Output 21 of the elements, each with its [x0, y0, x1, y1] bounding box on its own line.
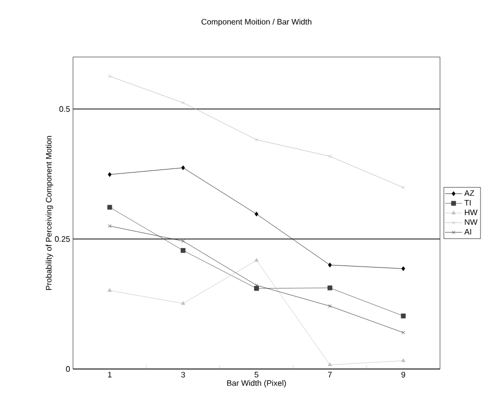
point [108, 172, 112, 177]
point [181, 239, 185, 243]
point [108, 288, 112, 292]
point [401, 266, 406, 272]
point [180, 248, 186, 253]
point [401, 358, 406, 362]
point [328, 154, 332, 158]
point [254, 212, 258, 216]
point [254, 286, 259, 291]
point [181, 301, 186, 305]
point [328, 262, 332, 268]
point [328, 285, 332, 290]
point [107, 204, 112, 210]
point [181, 165, 185, 170]
point [400, 314, 406, 318]
point [181, 101, 185, 105]
point [328, 362, 332, 366]
point [254, 284, 258, 288]
point [254, 258, 259, 262]
point [328, 304, 332, 308]
point [254, 138, 258, 142]
